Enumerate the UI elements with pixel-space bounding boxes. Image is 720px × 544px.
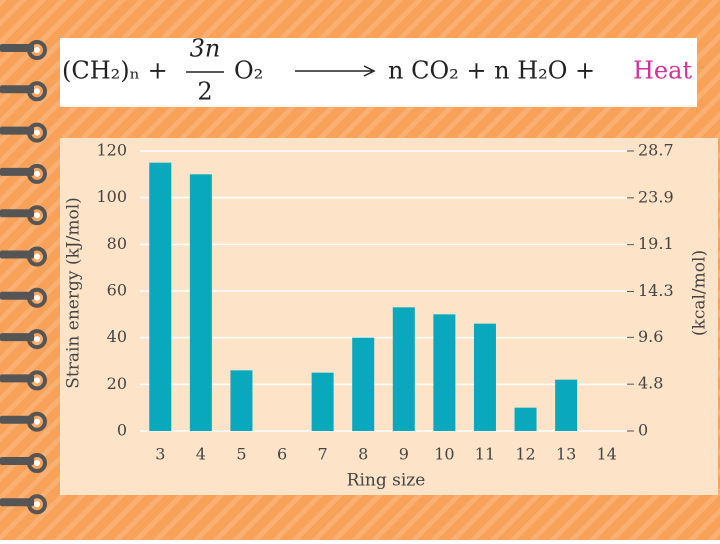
binding-ring	[27, 163, 47, 184]
bar	[189, 174, 212, 432]
binding-hole	[34, 377, 40, 384]
binding-ring	[27, 494, 47, 515]
binding-ring	[27, 246, 47, 267]
y2-tick-label: 28.7	[638, 141, 674, 160]
y-tick-label: 80	[107, 234, 127, 253]
equation-heat: Heat	[633, 57, 692, 85]
binding-hole	[34, 501, 40, 508]
y2-tick-label: 0	[638, 421, 648, 440]
y-tick-label: 100	[96, 187, 127, 206]
equation-reactant: (CH₂)ₙ +	[62, 57, 168, 85]
bar	[230, 370, 253, 431]
binding-ring	[27, 205, 47, 226]
x-axis-label: Ring size	[347, 471, 426, 491]
bar	[311, 372, 334, 431]
binding-ring	[27, 40, 47, 60]
y-axis-label: Strain energy (kJ/mol)	[64, 197, 84, 389]
y-tick-label: 60	[107, 281, 127, 300]
binding-bar	[0, 291, 34, 300]
equation-box	[60, 38, 697, 107]
x-tick-label: 9	[399, 445, 409, 464]
equation-numerator: 3n	[190, 35, 221, 63]
binding-bar	[0, 250, 34, 259]
binding-bar	[0, 126, 34, 135]
binding-bar	[0, 415, 34, 424]
x-tick-label: 5	[236, 445, 246, 464]
y2-tick-label: 9.6	[638, 327, 663, 346]
binding-bar	[0, 374, 34, 383]
bar	[352, 337, 375, 431]
bar	[555, 379, 578, 431]
x-tick-label: 13	[556, 445, 576, 464]
bar	[514, 407, 537, 431]
chart: Strain energy (kJ/mol) (kcal/mol) Ring s…	[64, 141, 710, 491]
equation-oxygen: O₂	[234, 57, 263, 85]
bar	[473, 323, 496, 431]
binding-hole	[34, 460, 40, 466]
equation-denominator: 2	[197, 78, 212, 106]
binding-hole	[34, 336, 40, 343]
binding-ring	[27, 81, 47, 102]
x-tick-label: 7	[318, 445, 328, 464]
y-tick-label: 0	[117, 421, 127, 440]
bar	[433, 314, 456, 431]
y2-tick-label: 4.8	[638, 374, 663, 393]
bar	[392, 307, 415, 431]
binding-ring	[27, 411, 47, 432]
y-tick-label: 120	[96, 141, 127, 160]
binding-hole	[34, 212, 40, 219]
y2-axis-label: (kcal/mol)	[690, 250, 710, 336]
binding-hole	[34, 253, 40, 260]
x-tick-label: 8	[358, 445, 368, 464]
arrow-head	[363, 65, 376, 77]
binding-bar	[0, 44, 34, 52]
equation-products: n CO₂ + n H₂O +	[388, 57, 595, 85]
binding-hole	[34, 170, 40, 177]
binding-hole	[34, 294, 40, 301]
spiral-binding	[0, 40, 47, 515]
binding-bar	[0, 498, 34, 507]
binding-bar	[0, 167, 34, 176]
binding-ring	[27, 453, 47, 473]
binding-hole	[34, 88, 40, 95]
x-tick-label: 11	[475, 445, 495, 464]
y2-tick-label: 19.1	[638, 234, 674, 253]
x-tick-label: 6	[277, 445, 287, 464]
binding-bar	[0, 457, 34, 465]
x-tick-label: 4	[196, 445, 206, 464]
binding-ring	[27, 122, 47, 143]
y2-tick-label: 14.3	[638, 281, 674, 300]
binding-hole	[34, 47, 40, 53]
x-tick-label: 12	[515, 445, 535, 464]
binding-ring	[27, 329, 47, 350]
binding-bar	[0, 333, 34, 342]
y-tick-label: 40	[107, 327, 127, 346]
x-tick-label: 14	[597, 445, 617, 464]
binding-hole	[34, 129, 40, 136]
x-tick-label: 10	[434, 445, 454, 464]
binding-hole	[34, 418, 40, 425]
bar	[149, 162, 172, 431]
y2-tick-label: 23.9	[638, 187, 674, 206]
binding-ring	[27, 287, 47, 308]
binding-bar	[0, 209, 34, 218]
y-tick-label: 20	[107, 374, 127, 393]
binding-ring	[27, 370, 47, 391]
x-tick-label: 3	[155, 445, 165, 464]
binding-bar	[0, 85, 34, 94]
